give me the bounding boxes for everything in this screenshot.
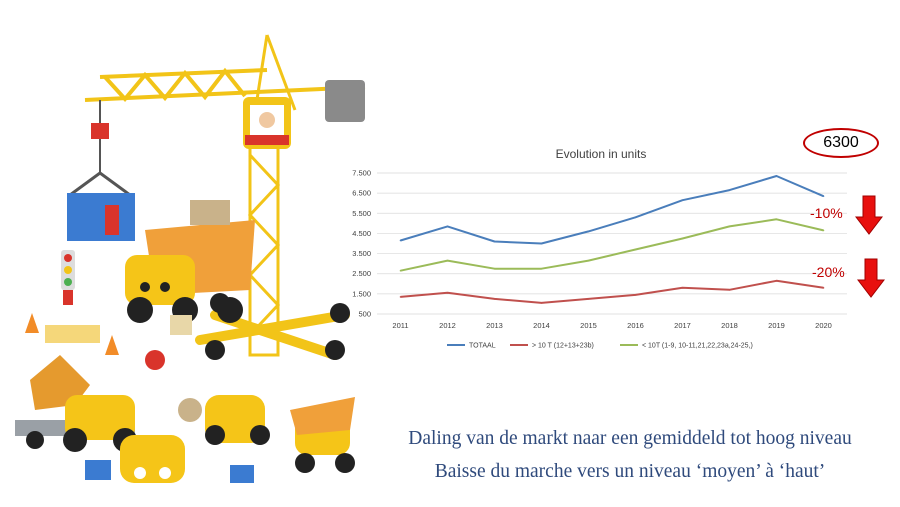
chart-series bbox=[399, 175, 825, 304]
x-tick-label: 2020 bbox=[815, 321, 832, 330]
data-point bbox=[493, 240, 496, 243]
data-point bbox=[775, 218, 778, 221]
data-point bbox=[728, 289, 731, 291]
data-point bbox=[634, 294, 637, 296]
decline-label-heavy: -20% bbox=[812, 264, 845, 280]
data-point bbox=[587, 230, 590, 233]
total-callout-value: 6300 bbox=[823, 134, 859, 151]
data-point bbox=[822, 287, 825, 289]
data-point bbox=[587, 298, 590, 300]
y-tick-label: 7.500 bbox=[352, 169, 371, 178]
x-tick-label: 2011 bbox=[392, 321, 408, 330]
y-tick-label: 500 bbox=[358, 310, 371, 319]
y-tick-label: 2.500 bbox=[352, 269, 371, 278]
caption-dutch: Daling van de markt naar een gemiddeld t… bbox=[408, 428, 852, 449]
data-point bbox=[728, 189, 731, 191]
decline-label-total: -10% bbox=[810, 205, 843, 221]
x-tick-label: 2017 bbox=[674, 321, 691, 330]
x-tick-label: 2013 bbox=[486, 321, 503, 330]
y-tick-label: 4.500 bbox=[352, 229, 371, 238]
data-point bbox=[540, 242, 543, 245]
red-down-arrow-icon bbox=[857, 258, 885, 298]
x-tick-label: 2012 bbox=[439, 321, 456, 330]
data-point bbox=[399, 269, 402, 272]
x-tick-label: 2014 bbox=[533, 321, 550, 330]
data-point bbox=[493, 267, 496, 270]
chart-legend: TOTAAL > 10 T (12+13+23b) < 10T (1-9, 10-1… bbox=[447, 343, 753, 350]
legend-label: TOTAAL bbox=[469, 343, 496, 350]
series-line-3 bbox=[400, 218, 824, 272]
data-point bbox=[634, 248, 637, 251]
data-point bbox=[399, 296, 402, 298]
x-tick-label: 2015 bbox=[580, 321, 597, 330]
data-point bbox=[446, 259, 449, 262]
data-point bbox=[775, 175, 778, 177]
caption-french: Baisse du marche vers un niveau ‘moyen’ … bbox=[434, 461, 826, 482]
data-point bbox=[446, 225, 449, 228]
x-tick-label: 2016 bbox=[627, 321, 644, 330]
red-down-arrow-icon bbox=[855, 195, 883, 235]
data-point bbox=[728, 225, 731, 228]
y-tick-label: 3.500 bbox=[352, 249, 371, 258]
data-point bbox=[775, 279, 778, 282]
total-callout: 6300 bbox=[803, 128, 879, 158]
toy-construction-set-image bbox=[15, 34, 366, 483]
x-axis-ticks: 2011 2012 2013 2014 2015 2016 2017 2018 2019 2020 bbox=[392, 321, 831, 330]
data-point bbox=[540, 267, 543, 270]
series-line-1 bbox=[400, 175, 824, 245]
chart-title: Evolution in units bbox=[556, 147, 647, 161]
data-point bbox=[822, 229, 825, 232]
legend-label: > 10 T (12+13+23b) bbox=[532, 343, 594, 350]
data-point bbox=[681, 199, 684, 201]
legend-label: < 10T (1-9, 10-11,21,22,23a,24-25,) bbox=[642, 343, 753, 350]
data-point bbox=[587, 259, 590, 262]
y-tick-label: 1.500 bbox=[352, 289, 371, 298]
data-point bbox=[446, 292, 449, 294]
data-point bbox=[399, 239, 402, 242]
data-point bbox=[681, 287, 684, 289]
line-chart: Evolution in units 500 1.500 2.500 3.500 4.5… bbox=[352, 147, 847, 350]
y-tick-label: 6.500 bbox=[352, 189, 371, 198]
series-line-2 bbox=[400, 279, 824, 304]
data-point bbox=[540, 302, 543, 304]
y-tick-label: 5.500 bbox=[352, 209, 371, 218]
data-point bbox=[634, 216, 637, 219]
data-point bbox=[822, 195, 825, 197]
x-tick-label: 2019 bbox=[768, 321, 785, 330]
x-tick-label: 2018 bbox=[721, 321, 738, 330]
y-axis-ticks: 500 1.500 2.500 3.500 4.500 5.500 6.500 7.500 bbox=[352, 169, 371, 319]
data-point bbox=[493, 298, 496, 300]
data-point bbox=[681, 237, 684, 240]
